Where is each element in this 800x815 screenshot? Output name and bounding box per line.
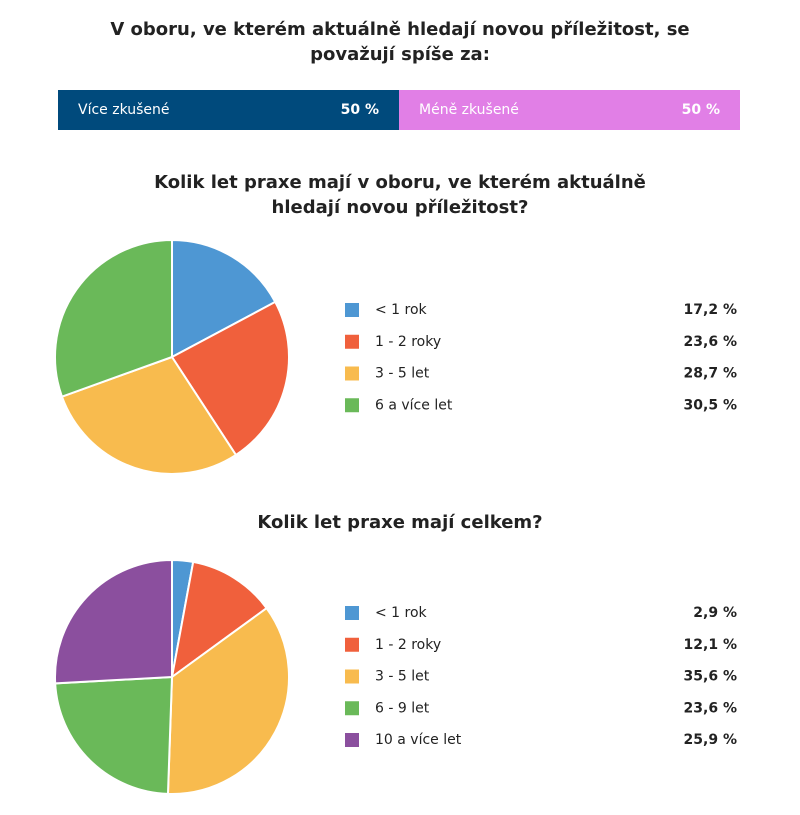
chart-title: V oboru, ve kterém aktuálně hledají novo… (110, 19, 690, 65)
legend-swatch (345, 334, 359, 349)
legend-label: 6 a více let (375, 397, 453, 413)
value-label: 23,6 % (684, 334, 737, 350)
value-label: 28,7 % (684, 366, 737, 382)
value-label: 25,9 % (684, 732, 737, 748)
legend-label: 3 - 5 let (375, 669, 430, 685)
legend-label: 3 - 5 let (375, 366, 430, 382)
bar-segment: Méně zkušené 50 % (399, 90, 740, 130)
legend-label: 1 - 2 roky (375, 334, 441, 350)
legend-swatch (345, 366, 359, 381)
pie-slice (170, 300, 290, 457)
chart-title: Kolik let praxe mají v oboru, ve kterém … (154, 172, 646, 218)
legend-label: < 1 rok (375, 302, 428, 318)
legend-swatch (345, 669, 359, 684)
legend-label: Méně zkušené (419, 102, 519, 118)
legend-label: < 1 rok (375, 605, 428, 621)
pie-slice (54, 238, 173, 398)
legend-swatch (345, 701, 359, 716)
legend-swatch (345, 637, 359, 652)
pie-slice (54, 558, 173, 685)
chart-title: Kolik let praxe mají celkem? (257, 512, 543, 533)
pie-slice (170, 560, 268, 680)
legend-swatch (345, 606, 359, 620)
value-label: 2,9 % (693, 605, 737, 621)
bar-segment: Více zkušené 50 % (58, 90, 399, 130)
pie-slice (54, 675, 174, 795)
pie-slice (60, 355, 238, 475)
pie-slice (166, 606, 290, 795)
value-label: 30,5 % (684, 397, 737, 413)
value-label: 35,6 % (684, 669, 737, 685)
legend-label: Více zkušené (78, 102, 170, 118)
legend-label: 1 - 2 roky (375, 637, 441, 653)
legend-swatch (345, 398, 359, 413)
value-label: 17,2 % (684, 302, 737, 318)
value-label: 50 % (681, 102, 720, 118)
value-label: 12,1 % (684, 637, 737, 653)
value-label: 50 % (340, 102, 379, 118)
value-label: 23,6 % (684, 700, 737, 716)
legend-swatch (345, 303, 359, 317)
pie-slice (171, 238, 277, 359)
legend-label: 10 a více let (375, 732, 462, 748)
legend-swatch (345, 733, 359, 747)
legend-label: 6 - 9 let (375, 700, 430, 716)
